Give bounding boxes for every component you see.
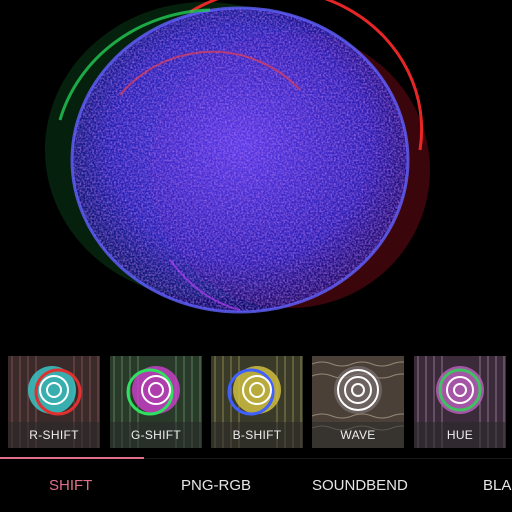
tab-shift[interactable]: SHIFT	[49, 477, 93, 494]
tab-bla[interactable]: BLA	[483, 477, 512, 494]
filter-label: G-SHIFT	[110, 422, 202, 448]
filter-label: R-SHIFT	[8, 422, 100, 448]
filter-label: HUE	[414, 422, 506, 448]
filter-thumb-r-shift[interactable]: R-SHIFT	[8, 356, 100, 448]
filter-label: WAVE	[312, 422, 404, 448]
category-tab-bar: SHIFT PNG-RGB SOUNDBEND BLA	[0, 459, 512, 512]
tab-soundbend[interactable]: SOUNDBEND	[312, 477, 408, 494]
filter-thumb-hue[interactable]: HUE	[414, 356, 506, 448]
filter-label: B-SHIFT	[211, 422, 303, 448]
tab-divider	[0, 458, 512, 459]
filter-thumb-b-shift[interactable]: B-SHIFT	[211, 356, 303, 448]
glitched-sphere-image	[45, 0, 430, 314]
filter-thumbnail-strip: R-SHIFT G-SHIFT B-SHIFT	[0, 340, 512, 458]
active-tab-indicator	[0, 457, 144, 459]
tab-png-rgb[interactable]: PNG-RGB	[181, 477, 252, 494]
filter-thumb-wave[interactable]: WAVE	[312, 356, 404, 448]
glitch-image-canvas	[45, 0, 430, 314]
filter-thumb-g-shift[interactable]: G-SHIFT	[110, 356, 202, 448]
